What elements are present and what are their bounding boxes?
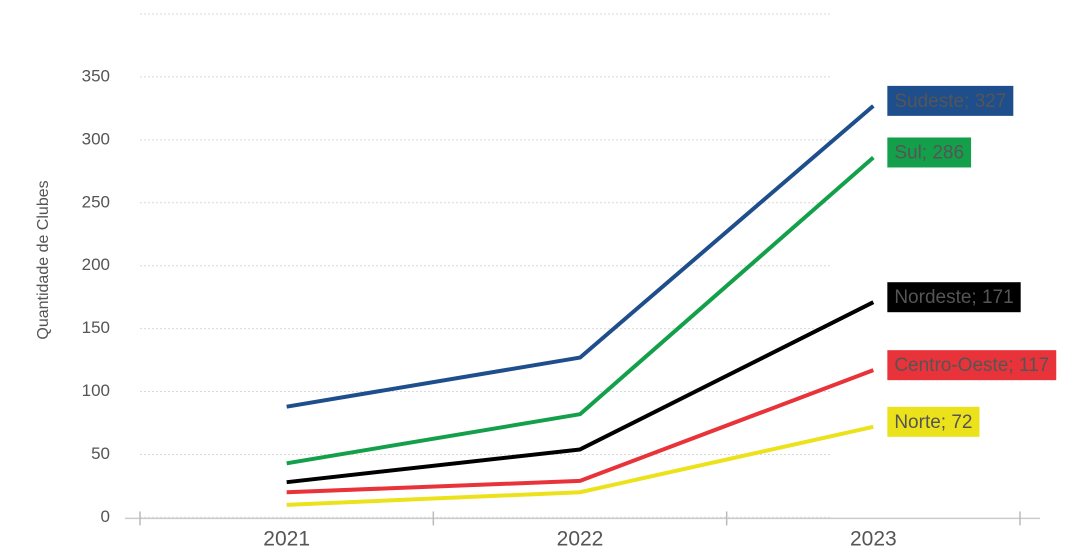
- x-tick-label: 2021: [263, 528, 310, 551]
- y-tick-label: 0: [101, 507, 110, 526]
- value-label-box: [887, 85, 1014, 116]
- value-label-box: [887, 282, 1021, 313]
- line-series: [286, 368, 875, 495]
- y-tick-label: 50: [91, 444, 110, 463]
- line-series: [286, 300, 875, 485]
- line-series: [286, 424, 874, 507]
- y-axis-label: Quantidade de Clubes: [35, 180, 52, 339]
- value-label: Norte; 72: [894, 412, 972, 433]
- line-series: [286, 155, 875, 466]
- y-tick-label: 200: [82, 255, 110, 274]
- value-label: Nordeste; 171: [894, 287, 1013, 308]
- line-series: [286, 104, 875, 409]
- x-tick-label: 2022: [557, 528, 604, 551]
- y-tick-label: 300: [82, 129, 110, 148]
- y-tick-label: 150: [82, 318, 110, 337]
- x-tick-label: 2023: [850, 528, 897, 551]
- value-label: Sul; 286: [894, 142, 964, 163]
- value-label-box: [887, 406, 980, 437]
- value-label: Centro-Oeste; 117: [894, 355, 1049, 376]
- y-tick-label: 250: [82, 192, 110, 211]
- y-tick-label: 350: [82, 66, 110, 85]
- value-label-box: [887, 137, 972, 168]
- y-tick-label: 100: [82, 381, 110, 400]
- value-label-box: [887, 350, 1057, 381]
- value-label: Sudeste; 327: [894, 91, 1006, 112]
